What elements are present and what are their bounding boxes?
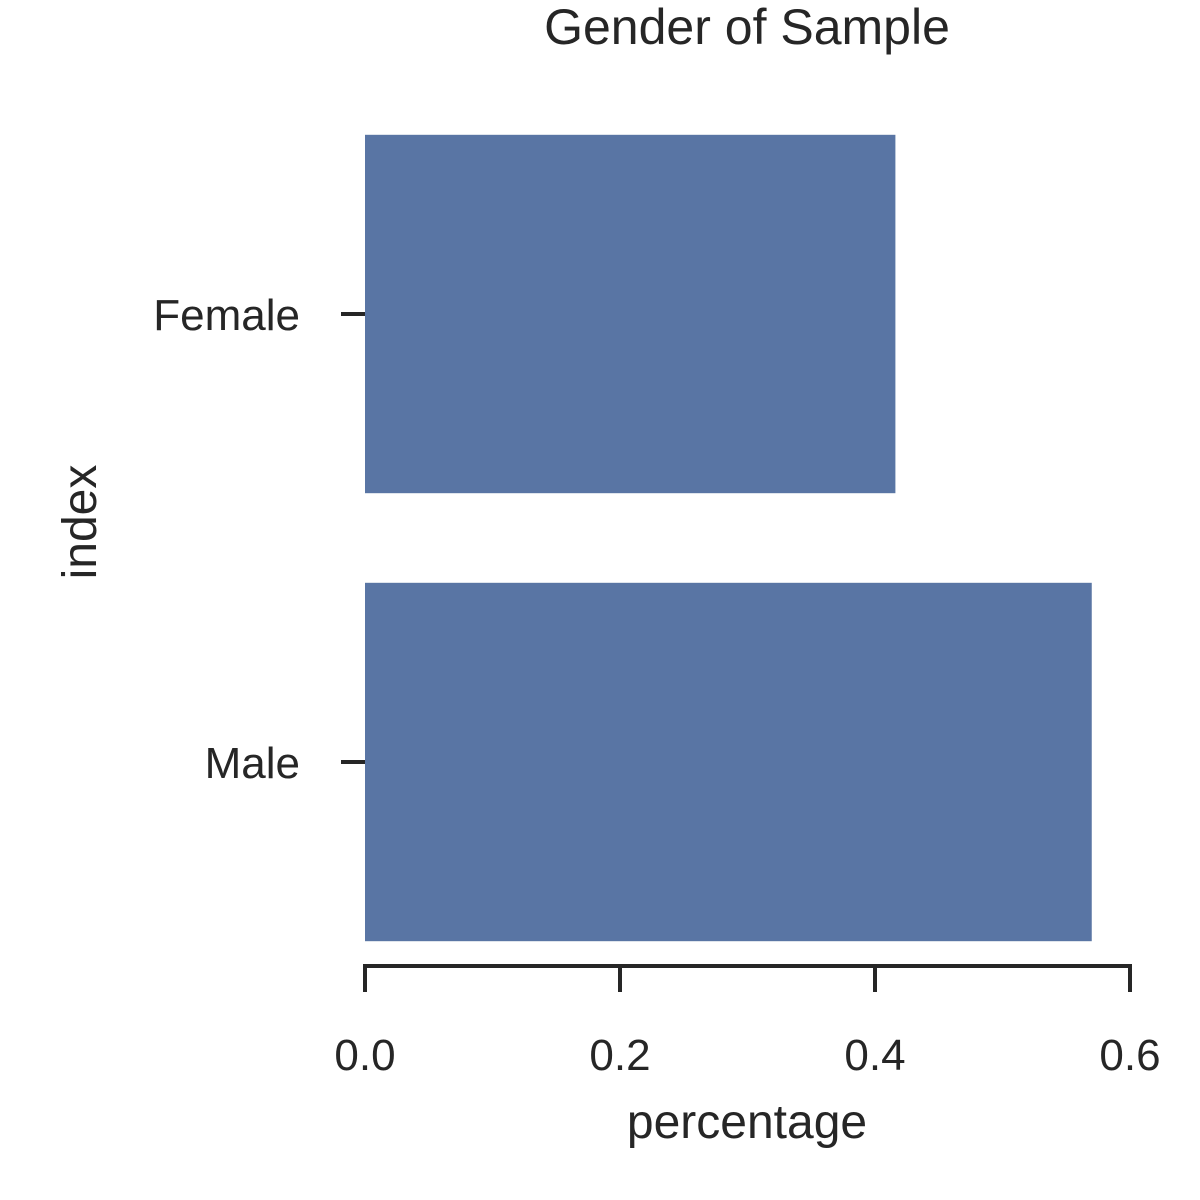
x-tick-label: 0.4 (844, 1031, 905, 1080)
x-axis: 0.0 0.2 0.4 0.6 (334, 964, 1161, 1080)
x-tick-label: 0.0 (334, 1031, 395, 1080)
bar-female (365, 134, 896, 494)
y-tick-label: Female (153, 291, 300, 340)
y-axis-label: index (54, 465, 107, 580)
y-axis: Female Male (153, 291, 365, 788)
x-tick-label: 0.6 (1099, 1031, 1160, 1080)
x-tick-label: 0.2 (589, 1031, 650, 1080)
x-axis-label: percentage (627, 1096, 867, 1149)
y-tick-label: Male (205, 739, 300, 788)
bars-group (365, 134, 1092, 942)
chart-title: Gender of Sample (544, 0, 950, 55)
bar-male (365, 582, 1092, 942)
